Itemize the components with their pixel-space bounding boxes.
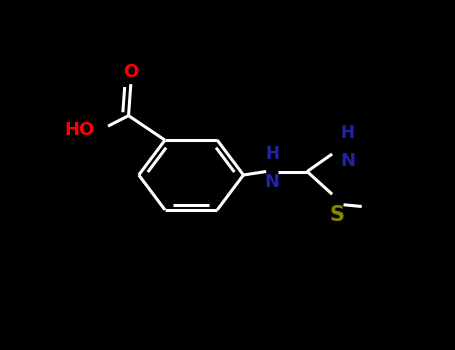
Text: HO: HO [64,121,94,139]
Text: H: H [265,145,279,163]
Text: N: N [265,173,279,191]
Text: N: N [340,152,355,170]
Text: S: S [329,205,344,225]
Text: O: O [123,63,138,80]
Text: H: H [340,124,354,142]
